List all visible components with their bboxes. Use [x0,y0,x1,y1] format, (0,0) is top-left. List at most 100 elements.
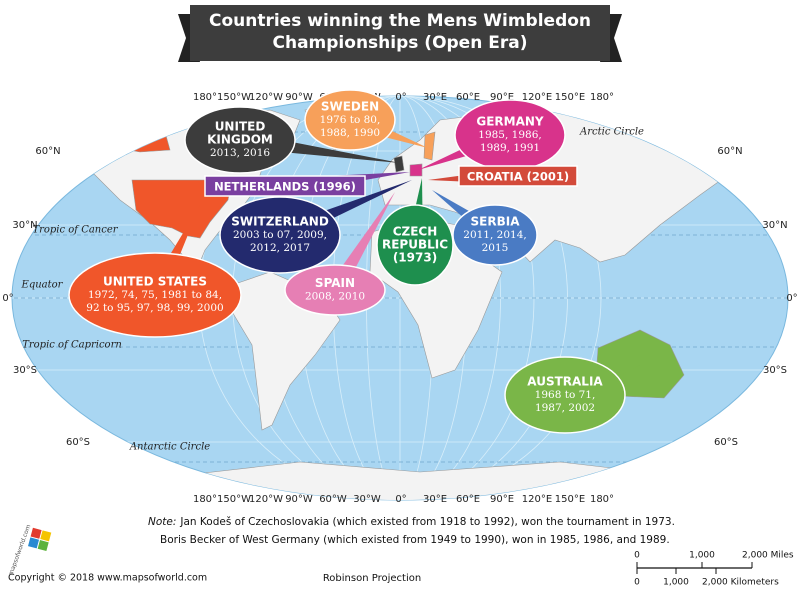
longitude-label: 180° [193,494,217,505]
callout-years: 2013, 2016 [210,147,270,159]
latitude-label: 0° [2,293,13,304]
scale-km: 0 [634,578,640,588]
longitude-label: 90°W [285,92,313,103]
callout-label: CROATIA (2001) [467,170,569,184]
latitude-label: 30°N [762,220,787,231]
callout-years: 1968 to 71, [535,389,596,401]
callout-bubble [284,264,386,316]
callout-name: SWITZERLAND [231,215,329,229]
logo-square [30,527,42,539]
longitude-label: 150°E [555,92,585,103]
callout-years: 1972, 74, 75, 1981 to 84, [88,289,222,301]
callout-name: UNITED [215,120,266,134]
logo-square [40,530,52,542]
callout-banner [204,175,366,197]
callout-years: 2015 [482,242,509,254]
longitude-label: 180° [590,494,614,505]
longitude-label: 90°E [490,92,514,103]
callout-name: SERBIA [471,215,521,229]
longitude-label: 60°W [319,494,347,505]
scale-km: 2,000 Kilometers [702,578,779,588]
callout-years: 1989, 1991 [480,142,540,154]
circle-label: Tropic of Cancer [32,225,118,236]
title-banner [190,5,610,61]
scale-miles: 2,000 Miles [742,551,794,561]
note-line: Boris Becker of West Germany (which exis… [160,534,670,546]
alaska [109,131,171,153]
scale-miles: 0 [634,551,640,561]
latitude-label: 0° [786,293,797,304]
longitude-label: 90°W [285,494,313,505]
callout-name: SPAIN [315,276,355,290]
callout-bubble [68,252,242,338]
callout-name: KINGDOM [207,133,273,147]
longitude-label: 30°E [423,494,447,505]
longitude-label: 120°E [522,92,552,103]
latitude-label: 30°N [12,220,37,231]
note-line: Jan Kodeš of Czechoslovakia (which exist… [179,516,675,528]
sweden [423,131,436,161]
callout-bubble [184,106,296,174]
copyright: Copyright © 2018 www.mapsofworld.com [8,573,207,584]
note-label: Note: [148,516,176,528]
logo-square [28,537,40,549]
callout-bubble [504,356,626,434]
longitude-label: 60°E [456,92,480,103]
germany [409,163,423,177]
longitude-label: 120°W [249,494,283,505]
longitude-label: 180° [193,92,217,103]
callout-name: AUSTRALIA [527,375,603,389]
callout-name: UNITED STATES [103,275,207,289]
circle-label: Tropic of Capricorn [22,340,122,351]
circle-label: Equator [21,280,64,291]
callout-years: 92 to 95, 97, 98, 99, 2000 [86,302,223,314]
title: Countries winning the Mens Wimbledon [209,11,591,31]
longitude-label: 120°E [522,494,552,505]
latitude-label: 60°S [66,437,90,448]
logo-square [37,540,49,552]
longitude-label: 30°E [423,92,447,103]
title: Championships (Open Era) [273,33,528,53]
callout-bubble [219,196,341,274]
callout-label: NETHERLANDS (1996) [214,180,356,194]
longitude-label: 120°W [249,92,283,103]
callout-bubble [304,89,396,151]
callout-bubble [452,204,538,266]
latitude-label: 30°S [763,365,787,376]
latitude-label: 30°S [13,365,37,376]
callout-years: 1988, 1990 [320,127,380,139]
longitude-label: 60°E [456,494,480,505]
longitude-label: 90°E [490,494,514,505]
circle-label: Antarctic Circle [129,442,210,453]
callout-banner [458,165,578,187]
longitude-label: 150°W [217,494,251,505]
note: Note: Jan Kodeš of Czechoslovakia (which … [148,516,675,528]
callout-years: 1987, 2002 [535,402,595,414]
circle-label: Arctic Circle [579,127,644,138]
longitude-label: 150°E [555,494,585,505]
uk [393,155,405,173]
callout-name: CZECH [393,225,438,239]
callout-name: GERMANY [476,115,544,129]
callout-bubble [376,204,454,286]
logo-text: mapsofworld.com [8,524,33,577]
callout-name: SWEDEN [321,100,379,114]
callout-years: 1976 to 80, [320,114,381,126]
projection: Robinson Projection [323,573,421,584]
callout-years: 2003 to 07, 2009, [233,229,327,241]
scale-km: 1,000 [663,578,689,588]
latitude-label: 60°S [714,437,738,448]
scale-miles: 1,000 [689,551,715,561]
longitude-label: 30°W [353,494,381,505]
callout-years: 2012, 2017 [250,242,310,254]
callout-years: 2011, 2014, [463,229,526,241]
callout-name: (1973) [393,251,437,265]
longitude-label: 0° [395,92,406,103]
latitude-label: 60°N [717,146,742,157]
callout-years: 1985, 1986, [478,129,541,141]
callout-years: 2008, 2010 [305,291,365,303]
longitude-label: 0° [395,494,406,505]
longitude-label: 150°W [217,92,251,103]
